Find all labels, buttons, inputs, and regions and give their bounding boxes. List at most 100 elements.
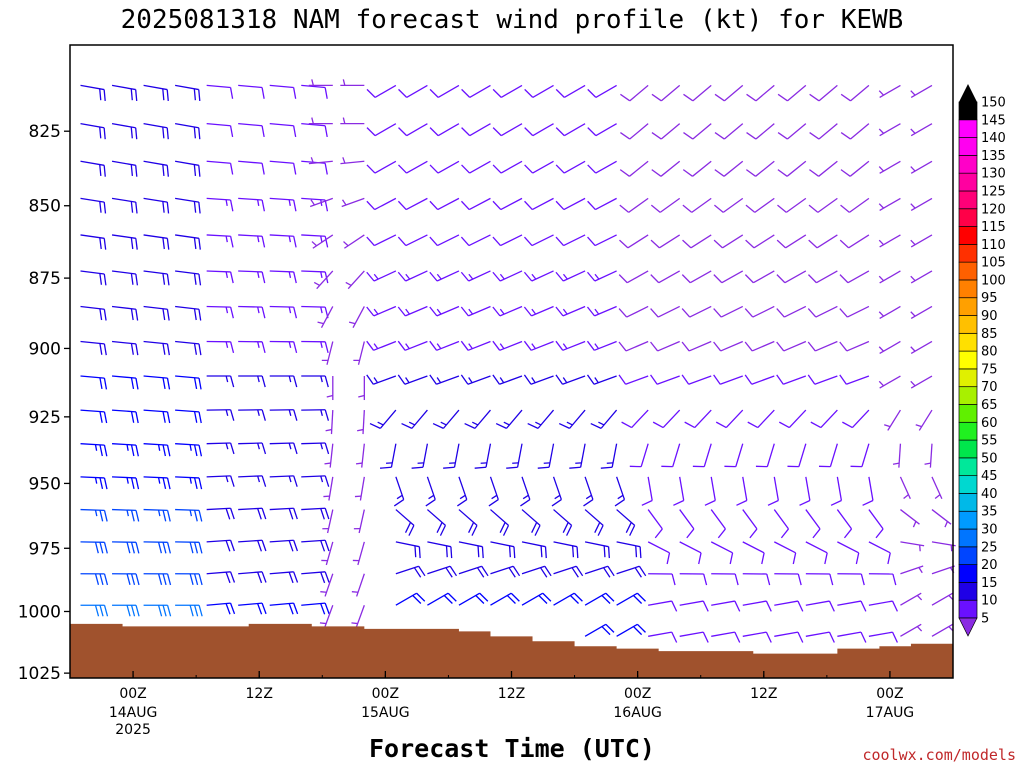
barb-flag [324, 125, 328, 138]
barb-flag [166, 573, 172, 586]
barb-half-flag [257, 199, 260, 206]
colorbar-label: 60 [981, 416, 998, 431]
colorbar-segment [958, 101, 978, 121]
barb-shaft [206, 84, 231, 89]
barb-flag [520, 498, 531, 507]
barb-flag [698, 552, 702, 565]
barb-shaft [868, 509, 884, 530]
barb-flag [198, 89, 201, 101]
barb-flag [523, 271, 533, 282]
barb-half-flag [878, 166, 885, 172]
barb-flag [324, 199, 329, 212]
y-tick-label: 975 [29, 539, 61, 559]
barb-shaft [374, 123, 397, 137]
barb-half-flag [405, 308, 410, 315]
barb-flag [714, 93, 725, 102]
barb-flag [320, 603, 326, 615]
barb-flag [736, 499, 748, 506]
barb-flag [714, 169, 725, 177]
barb-shaft [850, 123, 870, 140]
barb-flag [792, 552, 797, 565]
barb-shaft [112, 508, 137, 512]
barb-flag [157, 573, 163, 586]
barb-shaft [625, 340, 649, 352]
barb-flag [797, 631, 804, 643]
barb-flag [671, 600, 678, 612]
barb-flag [729, 552, 734, 565]
barb-flag [198, 165, 201, 177]
barb-half-flag [892, 462, 900, 465]
barb-half-flag [562, 377, 568, 384]
barb-flag [765, 600, 772, 612]
barb-flag [651, 169, 662, 177]
barb-flag [292, 125, 297, 138]
barb-shaft [468, 234, 491, 247]
barb-half-flag [342, 157, 346, 164]
barb-flag [166, 165, 169, 177]
barb-half-flag [311, 241, 318, 247]
barb-flag [512, 565, 521, 577]
barb-half-flag [912, 521, 917, 528]
x-tick-label: 00Z [876, 686, 903, 702]
barb-flag [99, 126, 102, 139]
barb-half-flag [94, 444, 98, 451]
barb-half-flag [598, 421, 605, 426]
barb-half-flag [878, 128, 885, 134]
barb-shaft [773, 509, 790, 530]
barb-shaft [80, 508, 105, 512]
barb-half-flag [345, 281, 352, 286]
barb-flag [293, 199, 297, 212]
barb-half-flag [310, 157, 315, 164]
barb-half-flag [325, 428, 332, 432]
barb-flag [135, 444, 139, 457]
barb-shaft [710, 476, 716, 501]
barb-shaft [500, 234, 523, 247]
barb-flag [225, 540, 231, 552]
barb-half-flag [408, 421, 416, 426]
barb-flag [324, 442, 330, 455]
barb-flag [828, 600, 835, 612]
barb-flag [544, 546, 547, 559]
barb-half-flag [320, 442, 324, 450]
barb-flag [492, 271, 501, 282]
barb-flag [293, 540, 299, 552]
barb-flag [619, 169, 630, 177]
barb-half-flag [225, 235, 228, 243]
barb-flag [468, 522, 475, 533]
barb-flag [447, 592, 457, 602]
barb-flag [540, 545, 543, 558]
barb-shaft [631, 409, 649, 428]
barb-half-flag [288, 442, 292, 450]
colorbar-label: 65 [981, 398, 998, 413]
colorbar-segment [958, 119, 978, 138]
barb-shaft [594, 234, 617, 247]
barb-flag [166, 378, 171, 390]
barb-shaft [829, 443, 838, 467]
barb-flag [508, 567, 516, 578]
barb-flag [713, 341, 722, 352]
barb-flag [461, 127, 471, 137]
barb-flag [162, 444, 167, 457]
barb-half-flag [288, 475, 292, 483]
barb-flag [860, 631, 867, 643]
barb-flag [777, 93, 788, 102]
barb-flag [492, 340, 501, 351]
barb-half-flag [320, 475, 324, 483]
colorbar-segment [958, 332, 978, 352]
barb-half-flag [351, 622, 358, 625]
barb-flag [573, 592, 583, 602]
barb-flag [506, 595, 516, 604]
barb-shaft [238, 84, 263, 89]
barb-flag [534, 525, 541, 536]
barb-half-flag [617, 494, 624, 500]
barb-half-flag [499, 377, 505, 384]
colorbar-label: 15 [981, 576, 998, 591]
y-tick-label: 1025 [18, 664, 61, 684]
barb-flag [135, 309, 139, 321]
barb-flag [475, 595, 485, 604]
barb-flag [544, 565, 552, 577]
barb-half-flag [531, 343, 536, 350]
barb-shaft [817, 197, 838, 213]
barb-half-flag [436, 308, 442, 315]
